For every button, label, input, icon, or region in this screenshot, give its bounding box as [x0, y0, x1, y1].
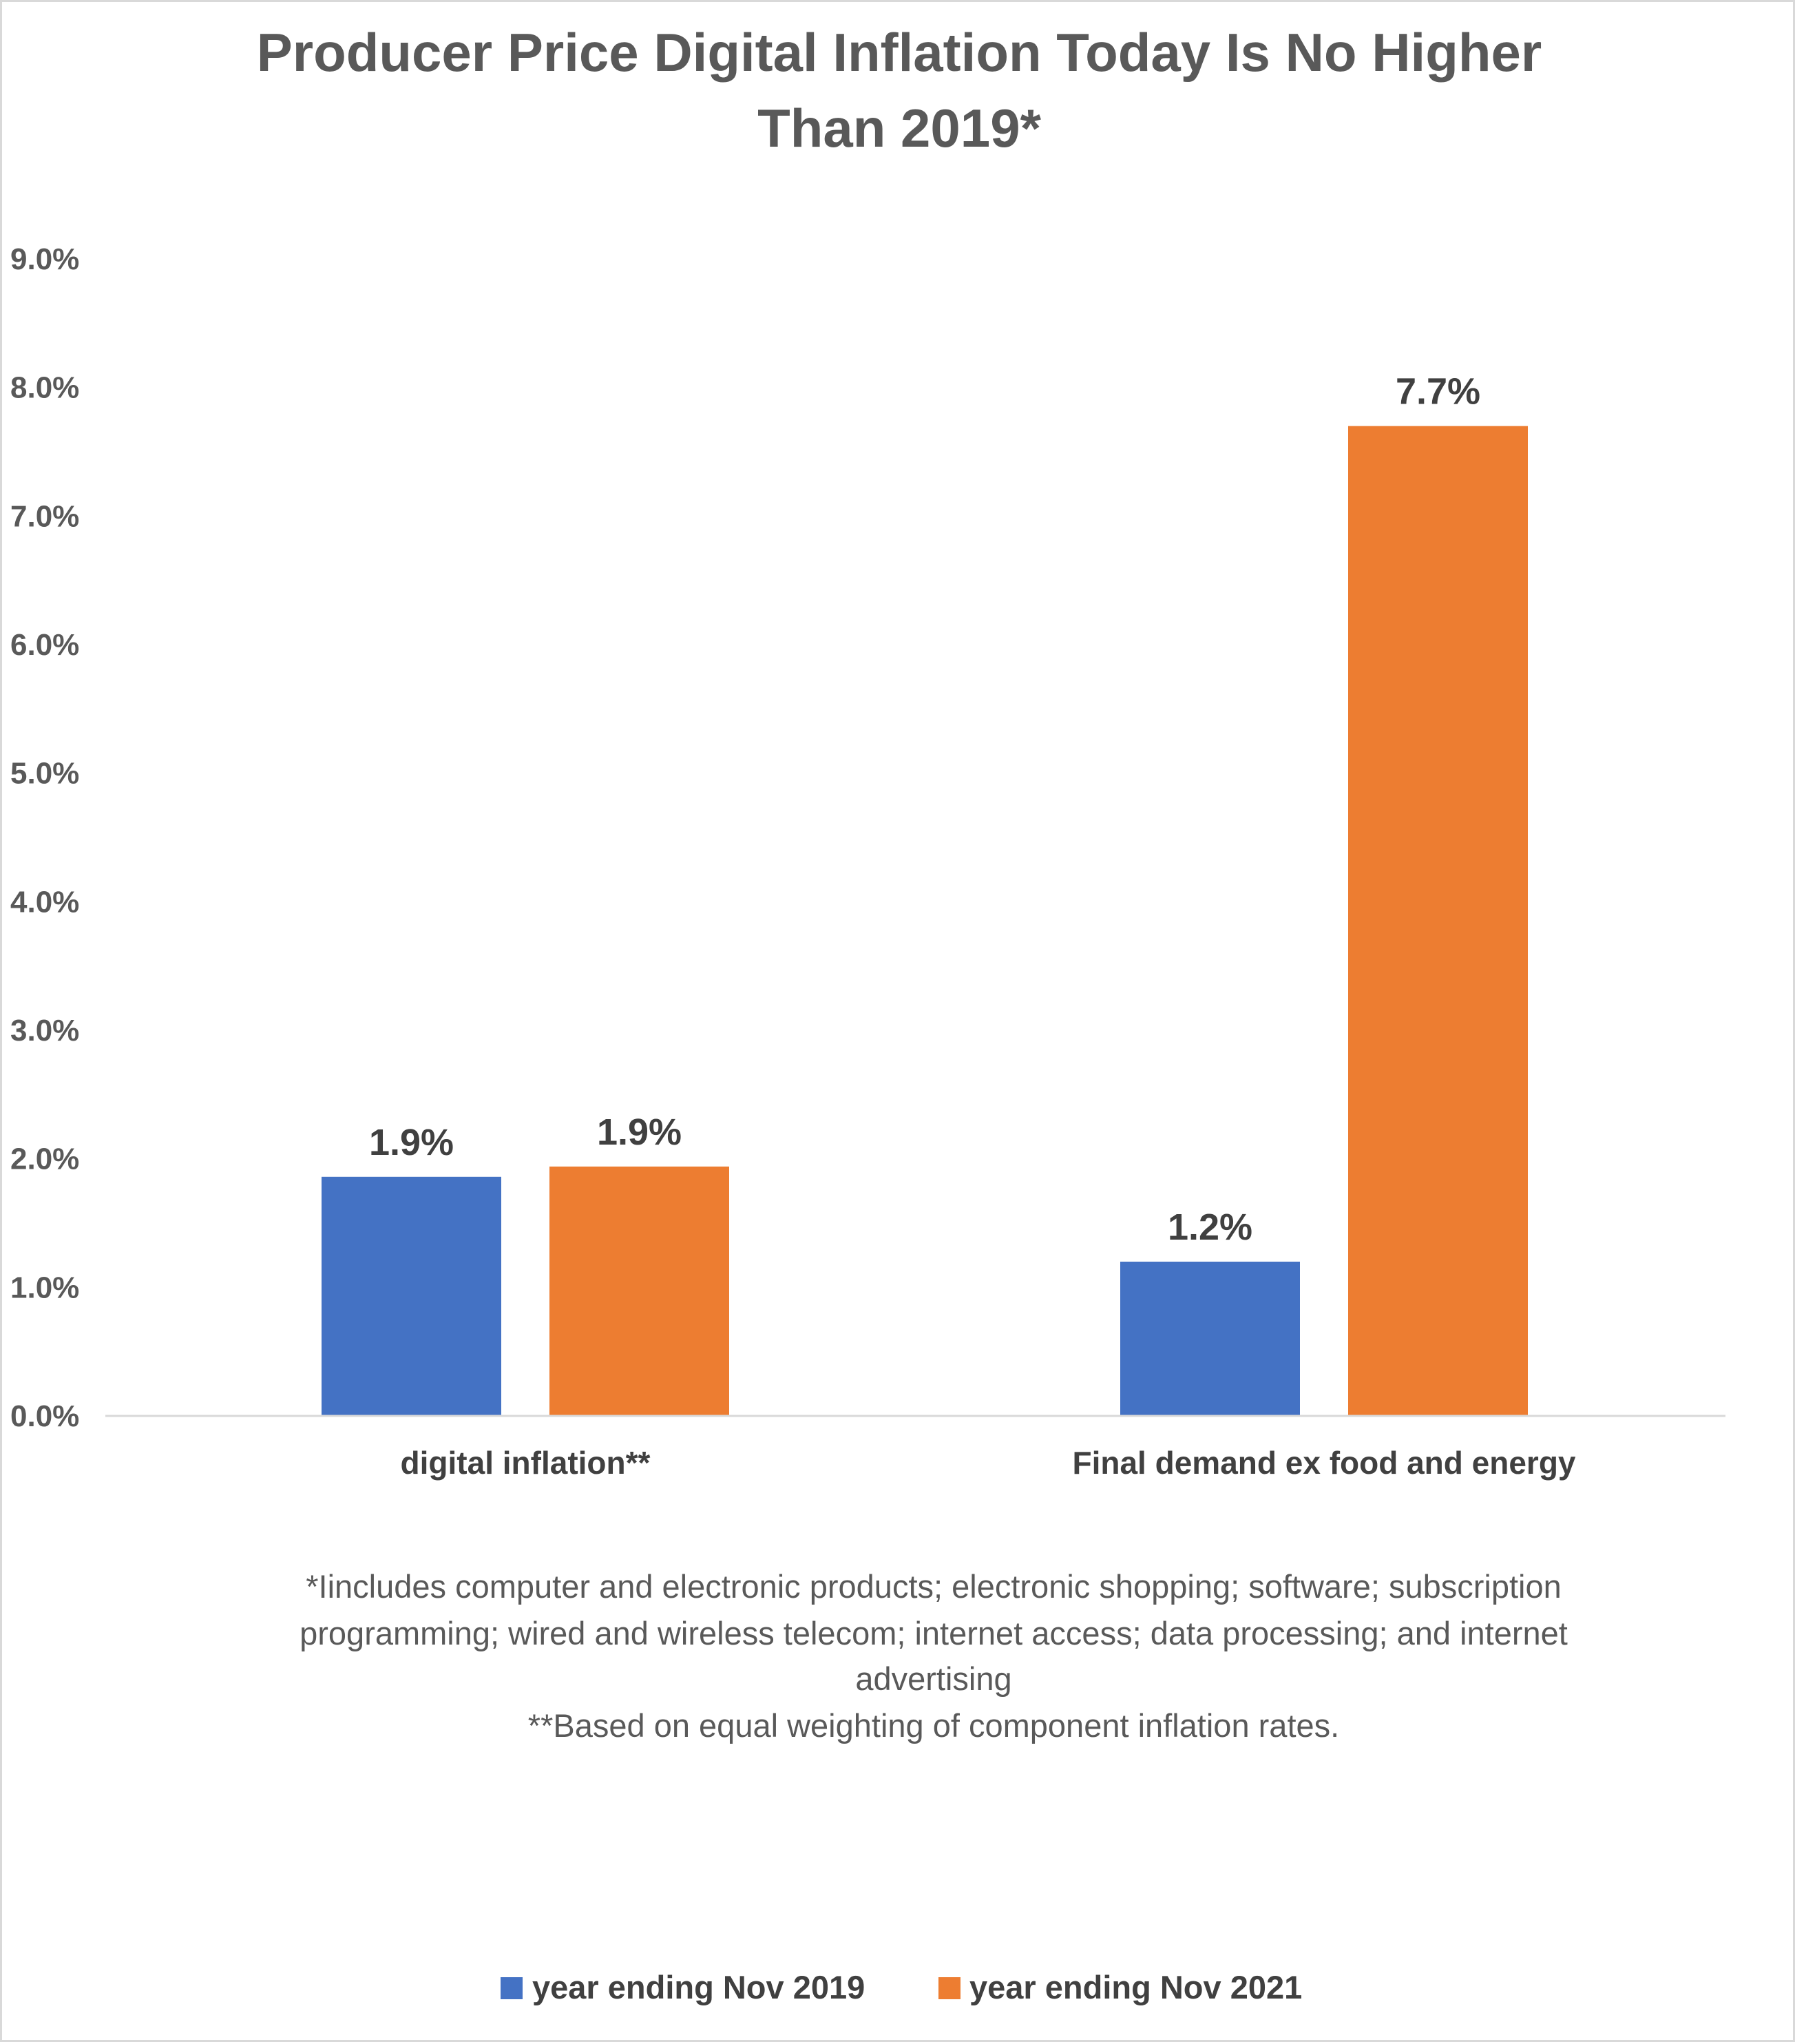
x-category-label: digital inflation** — [401, 1445, 651, 1481]
x-category-label: Final demand ex food and energy — [1072, 1445, 1575, 1481]
legend-swatch — [501, 1977, 523, 1999]
legend-label: year ending Nov 2021 — [969, 1969, 1302, 2005]
bar-nov-2019 — [1120, 1262, 1300, 1416]
bar-nov-2021 — [1348, 426, 1528, 1416]
data-label: 7.7% — [1396, 371, 1480, 413]
data-label: 1.9% — [369, 1122, 454, 1163]
footnote: *Iincludes computer and electronic produ… — [300, 1568, 1568, 1744]
bar-nov-2019 — [322, 1176, 501, 1416]
legend-swatch — [938, 1977, 961, 1999]
chart-title-line: Producer Price Digital Inflation Today I… — [257, 22, 1542, 83]
data-labels: 1.9% 1.9% 1.2% 7.7% — [369, 371, 1480, 1248]
legend: year ending Nov 2019 year ending Nov 2021 — [501, 1969, 1302, 2005]
bars — [322, 426, 1528, 1416]
y-axis: 0.0% 1.0% 2.0% 3.0% 4.0% 5.0% 6.0% 7.0% 8.0% 9.0% — [10, 242, 79, 1433]
data-label: 1.2% — [1168, 1207, 1252, 1248]
footnote-line: programming; wired and wireless telecom;… — [300, 1615, 1568, 1651]
y-tick-label: 1.0% — [10, 1271, 79, 1304]
legend-label: year ending Nov 2019 — [532, 1969, 865, 2005]
footnote-line: *Iincludes computer and electronic produ… — [306, 1568, 1562, 1605]
y-tick-label: 6.0% — [10, 628, 79, 662]
y-tick-label: 8.0% — [10, 371, 79, 405]
y-tick-label: 2.0% — [10, 1143, 79, 1176]
y-tick-label: 3.0% — [10, 1014, 79, 1047]
y-tick-label: 5.0% — [10, 757, 79, 791]
y-tick-label: 9.0% — [10, 242, 79, 276]
chart-title: Producer Price Digital Inflation Today I… — [257, 22, 1542, 158]
x-axis: digital inflation** Final demand ex food … — [105, 1415, 1725, 1481]
chart-title-line: Than 2019* — [757, 98, 1042, 158]
footnote-line: advertising — [855, 1660, 1011, 1697]
y-tick-label: 7.0% — [10, 499, 79, 533]
y-tick-label: 0.0% — [10, 1399, 79, 1433]
bar-nov-2021 — [549, 1166, 729, 1416]
y-tick-label: 4.0% — [10, 885, 79, 919]
data-label: 1.9% — [597, 1112, 682, 1153]
footnote-line: **Based on equal weighting of component … — [528, 1707, 1339, 1744]
